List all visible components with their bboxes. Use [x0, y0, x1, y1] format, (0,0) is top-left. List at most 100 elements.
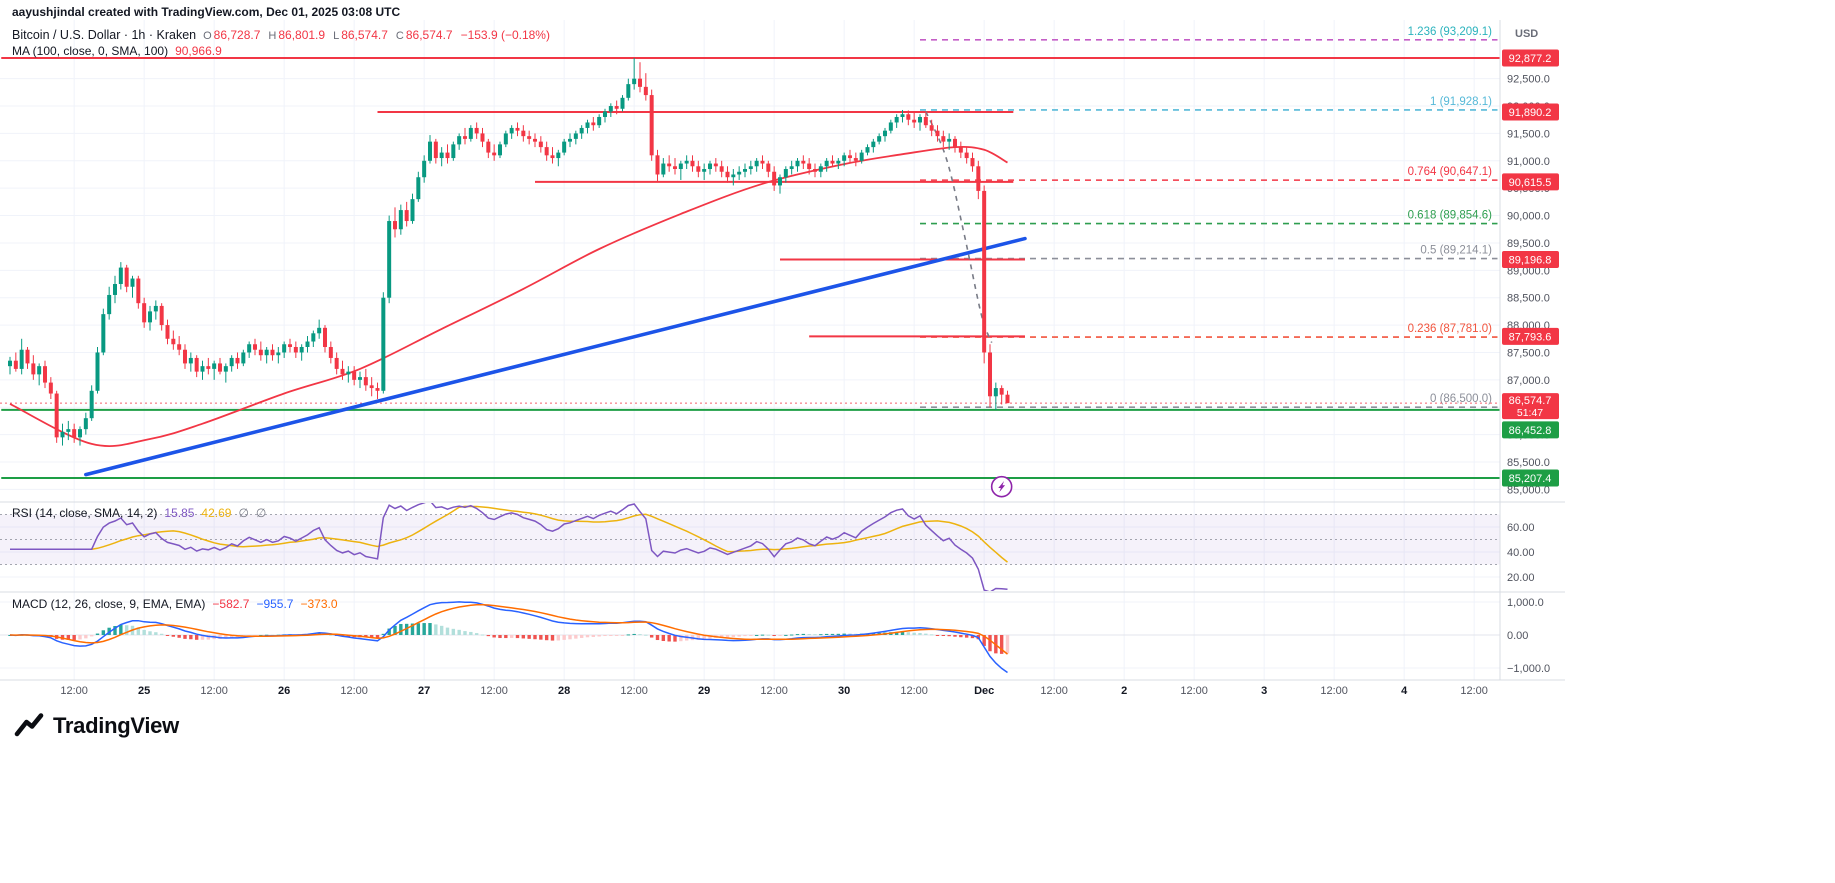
macd-histogram-bar [439, 625, 444, 635]
candle-body [177, 344, 182, 350]
time-axis-label: 2 [1121, 685, 1127, 697]
ma-label: MA (100, close, 0, SMA, 100) [12, 44, 169, 58]
candle-body [503, 133, 508, 145]
macd-histogram-bar [929, 634, 934, 636]
candle-body [661, 163, 666, 175]
candle-body [597, 116, 602, 126]
candle-body [270, 349, 275, 356]
macd-histogram-bar [609, 635, 613, 636]
candle-body [608, 106, 613, 112]
macd-histogram-bar [743, 635, 747, 637]
macd-histogram-bar [964, 635, 969, 638]
price-tick-label: 89,000.0 [1507, 265, 1550, 277]
macd-histogram-bar [673, 635, 677, 642]
macd-histogram-bar [515, 635, 520, 639]
candle-body [830, 160, 835, 164]
candle-body [713, 163, 718, 167]
price-tick-label: 87,000.0 [1507, 375, 1550, 387]
candle-body [655, 155, 660, 175]
candle-body [188, 357, 193, 364]
time-axis-label: 4 [1401, 685, 1408, 697]
time-axis-label: 28 [558, 685, 570, 697]
time-axis-label: 12:00 [340, 685, 368, 697]
macd-line [9, 601, 1008, 674]
currency-label[interactable]: USD [1515, 28, 1539, 40]
macd-histogram-bar [148, 631, 152, 635]
candle-body [842, 155, 847, 161]
candle-body [276, 352, 281, 356]
time-axis-label: 12:00 [60, 685, 88, 697]
candle-body [958, 147, 963, 153]
candle-body [917, 116, 922, 123]
macd-histogram-bar [894, 631, 899, 635]
candle-body [153, 305, 158, 312]
macd-histogram-bar [556, 635, 561, 641]
candle-body [795, 160, 800, 167]
candle-body [987, 352, 992, 397]
candle-body [486, 141, 491, 153]
macd-histogram-bar [404, 623, 409, 635]
macd-histogram-bar [620, 635, 625, 636]
candle-body [439, 152, 444, 159]
candle-body [83, 418, 88, 430]
candle-body [538, 141, 543, 148]
macd-histogram-bar [760, 634, 765, 636]
macd-histogram-bar [679, 635, 683, 642]
macd-histogram-bar [988, 635, 992, 652]
candle-body [801, 160, 806, 164]
candle-body [894, 116, 899, 123]
rsi-ma-line [10, 505, 1008, 563]
ohlc-open-value: 86,728.7 [213, 28, 261, 42]
macd-histogram-bar [836, 633, 841, 635]
price-badge-value: 87,793.6 [1509, 331, 1552, 343]
candle-body [66, 429, 71, 432]
price-tick-label: 89,500.0 [1507, 238, 1550, 250]
fib-level-label: 1.236 (93,209.1) [1408, 26, 1493, 38]
candle-body [748, 166, 753, 170]
candle-body [900, 114, 905, 117]
candle-body [777, 177, 782, 186]
candle-body [282, 344, 287, 353]
price-tick-label: 88,500.0 [1507, 293, 1550, 305]
candle-body [398, 210, 403, 230]
candle-body [824, 160, 829, 167]
rsi-label: RSI (14, close, SMA, 14, 2) [12, 506, 158, 520]
price-axis[interactable]: 92,500.092,000.091,500.091,000.090,500.0… [1502, 49, 1559, 675]
macd-histogram-bar [649, 635, 654, 638]
candle-body [130, 278, 135, 287]
macd-histogram-bar [451, 628, 456, 635]
macd-histogram-bar [84, 635, 88, 639]
idea-marker-icon[interactable] [990, 475, 1013, 498]
macd-histogram-bar [509, 635, 514, 638]
ma100-line [9, 145, 1008, 448]
candle-body [352, 371, 357, 380]
candle-body [124, 267, 129, 287]
candle-body [42, 366, 47, 383]
macd-histogram-bar [842, 633, 846, 635]
macd-histogram-bar [813, 634, 817, 636]
tradingview-logo[interactable]: TradingView [14, 711, 179, 741]
macd-histogram-bar [999, 635, 1004, 654]
macd-histogram-bar [463, 631, 467, 635]
time-axis[interactable]: 12:00 25 12:00 26 12:00 27 12:00 28 12:00 29 12:00… [60, 685, 1488, 697]
macd-histogram-bar [941, 635, 946, 636]
macd-legend: MACD (12, 26, close, 9, EMA, EMA) −582.7−… [12, 597, 345, 611]
ohlc-close-value: 86,574.7 [405, 28, 453, 42]
candle-body [678, 163, 683, 170]
time-axis-label: Dec [974, 685, 994, 697]
macd-histogram-bar [778, 635, 782, 636]
candle-body [871, 141, 876, 148]
candle-body [171, 338, 176, 345]
candle-body [760, 160, 765, 164]
candle-body [252, 344, 257, 350]
macd-histogram-bar [183, 635, 187, 639]
candle-body [509, 127, 514, 134]
candle-body [474, 127, 479, 134]
candle-body [89, 390, 94, 419]
price-tick-label: 90,000.0 [1507, 211, 1550, 223]
candle-body [836, 160, 841, 164]
macd-histogram-bar [469, 631, 473, 635]
candle-body [346, 371, 351, 375]
candle-body [620, 97, 625, 109]
